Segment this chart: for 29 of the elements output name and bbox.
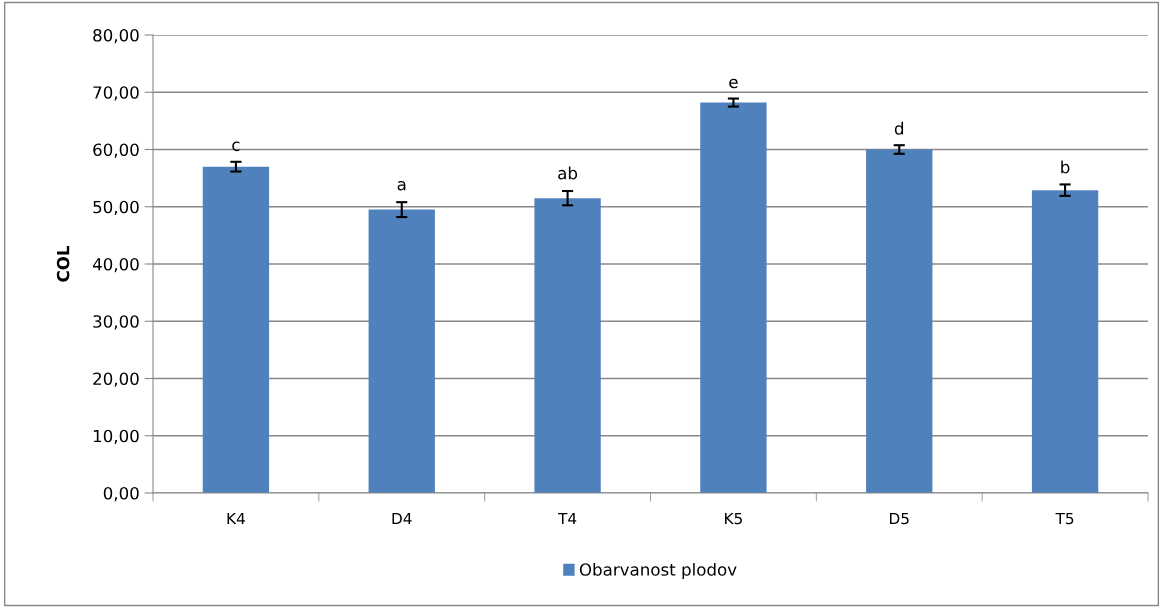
x-tick-label: D4 xyxy=(392,512,412,525)
x-tick-label: K5 xyxy=(725,512,742,525)
y-tick-label: 80,00 xyxy=(93,28,139,44)
bar xyxy=(866,149,933,493)
x-tick-label: K4 xyxy=(227,512,245,525)
annotation: d xyxy=(894,121,904,135)
y-tick-label: 10,00 xyxy=(93,429,139,445)
annotation: a xyxy=(397,180,406,191)
bar xyxy=(368,209,435,493)
y-tick-label: 50,00 xyxy=(93,200,139,216)
annotation: ab xyxy=(558,166,578,180)
y-tick-label: 60,00 xyxy=(93,143,139,158)
annotation: e xyxy=(729,78,738,89)
y-tick-label: 40,00 xyxy=(92,257,139,273)
annotation: b xyxy=(1061,160,1070,174)
y-tick-label: 0,00 xyxy=(103,486,139,502)
x-tick-label: T4 xyxy=(558,512,577,525)
y-tick-label: 30,00 xyxy=(93,315,139,330)
bar xyxy=(700,102,767,493)
y-axis-title: COL xyxy=(56,245,70,282)
x-tick-label: T5 xyxy=(1055,512,1074,525)
bar xyxy=(534,198,601,493)
bar xyxy=(1031,190,1099,493)
x-tick-label: D5 xyxy=(890,512,909,525)
y-tick-label: 70,00 xyxy=(93,86,139,101)
y-tick-label: 20,00 xyxy=(93,372,139,387)
bar xyxy=(202,166,270,493)
legend-label: Obarvanost plodov xyxy=(579,562,737,580)
annotation: c xyxy=(232,141,240,152)
